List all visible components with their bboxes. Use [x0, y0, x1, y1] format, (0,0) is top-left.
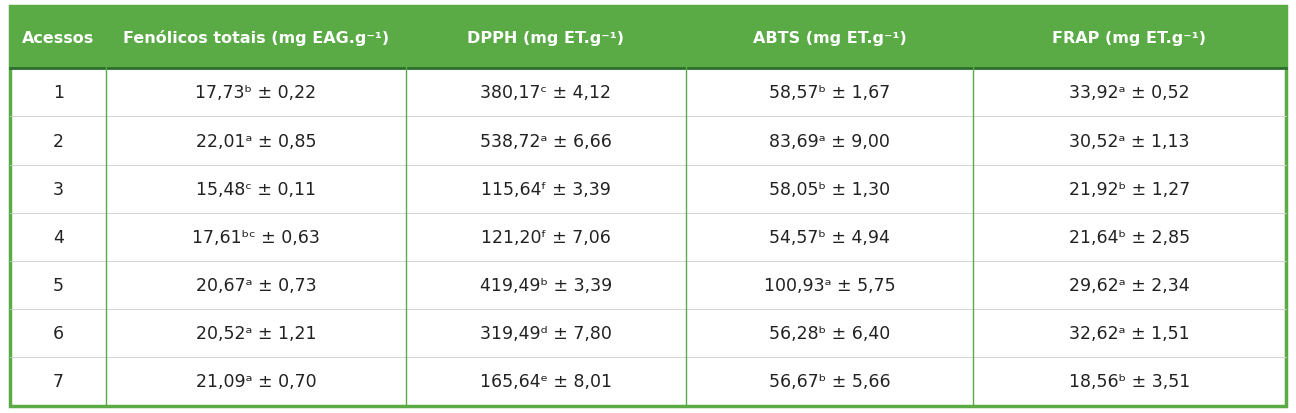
Text: 380,17ᶜ ± 4,12: 380,17ᶜ ± 4,12 — [481, 84, 612, 102]
Text: 17,73ᵇ ± 0,22: 17,73ᵇ ± 0,22 — [196, 84, 316, 102]
Text: 58,05ᵇ ± 1,30: 58,05ᵇ ± 1,30 — [769, 180, 890, 198]
Text: 21,92ᵇ ± 1,27: 21,92ᵇ ± 1,27 — [1069, 180, 1190, 198]
Text: 115,64ᶠ ± 3,39: 115,64ᶠ ± 3,39 — [481, 180, 610, 198]
Text: 2: 2 — [53, 132, 64, 150]
Text: 165,64ᵉ ± 8,01: 165,64ᵉ ± 8,01 — [480, 373, 612, 391]
Bar — [10, 7, 1286, 69]
Text: ABTS (mg ET.g⁻¹): ABTS (mg ET.g⁻¹) — [753, 31, 907, 46]
Text: 100,93ᵃ ± 5,75: 100,93ᵃ ± 5,75 — [763, 276, 896, 294]
Text: 18,56ᵇ ± 3,51: 18,56ᵇ ± 3,51 — [1069, 373, 1190, 391]
Text: 83,69ᵃ ± 9,00: 83,69ᵃ ± 9,00 — [770, 132, 890, 150]
Text: 22,01ᵃ ± 0,85: 22,01ᵃ ± 0,85 — [196, 132, 316, 150]
Text: 121,20ᶠ ± 7,06: 121,20ᶠ ± 7,06 — [481, 228, 610, 246]
Text: 4: 4 — [53, 228, 64, 246]
Text: Fenólicos totais (mg EAG.g⁻¹): Fenólicos totais (mg EAG.g⁻¹) — [123, 30, 389, 46]
Text: 15,48ᶜ ± 0,11: 15,48ᶜ ± 0,11 — [196, 180, 316, 198]
Text: 32,62ᵃ ± 1,51: 32,62ᵃ ± 1,51 — [1069, 325, 1190, 342]
Text: 419,49ᵇ ± 3,39: 419,49ᵇ ± 3,39 — [480, 276, 612, 294]
Text: 30,52ᵃ ± 1,13: 30,52ᵃ ± 1,13 — [1069, 132, 1190, 150]
Text: 21,09ᵃ ± 0,70: 21,09ᵃ ± 0,70 — [196, 373, 316, 391]
Text: 20,67ᵃ ± 0,73: 20,67ᵃ ± 0,73 — [196, 276, 316, 294]
Text: 56,67ᵇ ± 5,66: 56,67ᵇ ± 5,66 — [769, 373, 890, 391]
Text: 6: 6 — [53, 325, 64, 342]
Text: Acessos: Acessos — [22, 31, 95, 46]
Text: 58,57ᵇ ± 1,67: 58,57ᵇ ± 1,67 — [769, 84, 890, 102]
Text: 29,62ᵃ ± 2,34: 29,62ᵃ ± 2,34 — [1069, 276, 1190, 294]
Text: 319,49ᵈ ± 7,80: 319,49ᵈ ± 7,80 — [480, 325, 612, 342]
Text: 1: 1 — [53, 84, 64, 102]
Text: 3: 3 — [53, 180, 64, 198]
Text: FRAP (mg ET.g⁻¹): FRAP (mg ET.g⁻¹) — [1052, 31, 1207, 46]
Text: 5: 5 — [53, 276, 64, 294]
Text: 7: 7 — [53, 373, 64, 391]
Text: 538,72ᵃ ± 6,66: 538,72ᵃ ± 6,66 — [480, 132, 612, 150]
Text: 17,61ᵇᶜ ± 0,63: 17,61ᵇᶜ ± 0,63 — [192, 228, 320, 246]
Text: 54,57ᵇ ± 4,94: 54,57ᵇ ± 4,94 — [770, 228, 890, 246]
Text: DPPH (mg ET.g⁻¹): DPPH (mg ET.g⁻¹) — [468, 31, 625, 46]
Text: 33,92ᵃ ± 0,52: 33,92ᵃ ± 0,52 — [1069, 84, 1190, 102]
Text: 20,52ᵃ ± 1,21: 20,52ᵃ ± 1,21 — [196, 325, 316, 342]
Text: 56,28ᵇ ± 6,40: 56,28ᵇ ± 6,40 — [769, 325, 890, 342]
Text: 21,64ᵇ ± 2,85: 21,64ᵇ ± 2,85 — [1069, 228, 1190, 246]
